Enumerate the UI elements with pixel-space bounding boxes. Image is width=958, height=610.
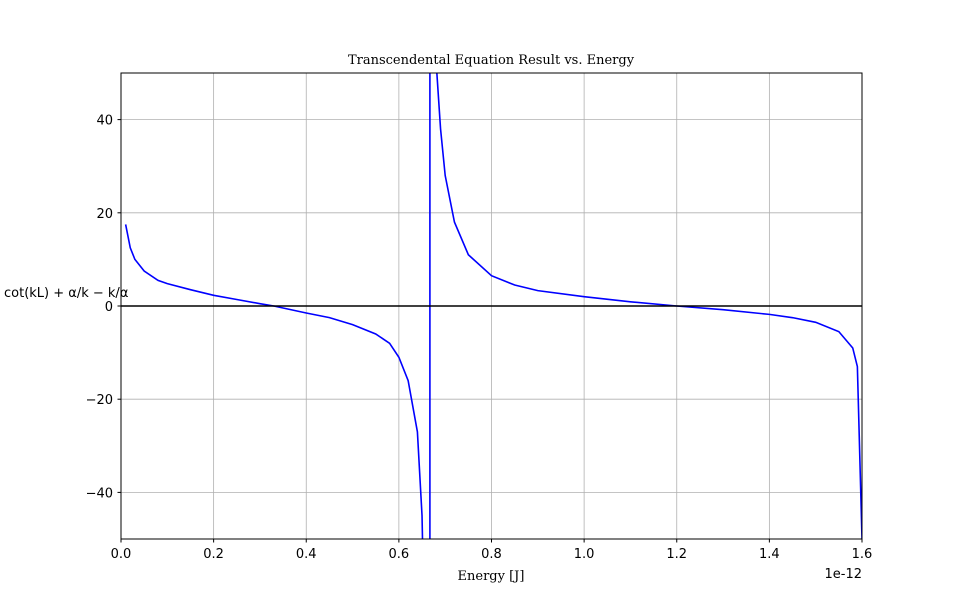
y-tick-label: 20 xyxy=(96,207,113,222)
x-axis-label: Energy [J] xyxy=(458,569,525,584)
x-tick-label: 0.6 xyxy=(389,547,410,562)
x-tick-label: 0.8 xyxy=(481,547,502,562)
x-tick-label: 0.4 xyxy=(296,547,317,562)
x-tick-label: 0.2 xyxy=(203,547,224,562)
y-tick-label: 40 xyxy=(96,114,113,129)
data-line xyxy=(124,73,862,539)
x-tick-label: 0.0 xyxy=(111,547,132,562)
y-axis-label: cot(kL) + α/k − k/α xyxy=(4,286,128,301)
y-tick-label: −40 xyxy=(86,486,113,501)
y-tick-label: 0 xyxy=(105,300,113,315)
x-tick-label: 1.2 xyxy=(666,547,687,562)
y-tick-label: −20 xyxy=(86,393,113,408)
x-offset-label: 1e-12 xyxy=(824,567,862,582)
x-tick-label: 1.6 xyxy=(852,547,873,562)
x-tick-label: 1.0 xyxy=(574,547,595,562)
x-tick-label: 1.4 xyxy=(759,547,780,562)
chart-title: Transcendental Equation Result vs. Energ… xyxy=(348,53,635,68)
